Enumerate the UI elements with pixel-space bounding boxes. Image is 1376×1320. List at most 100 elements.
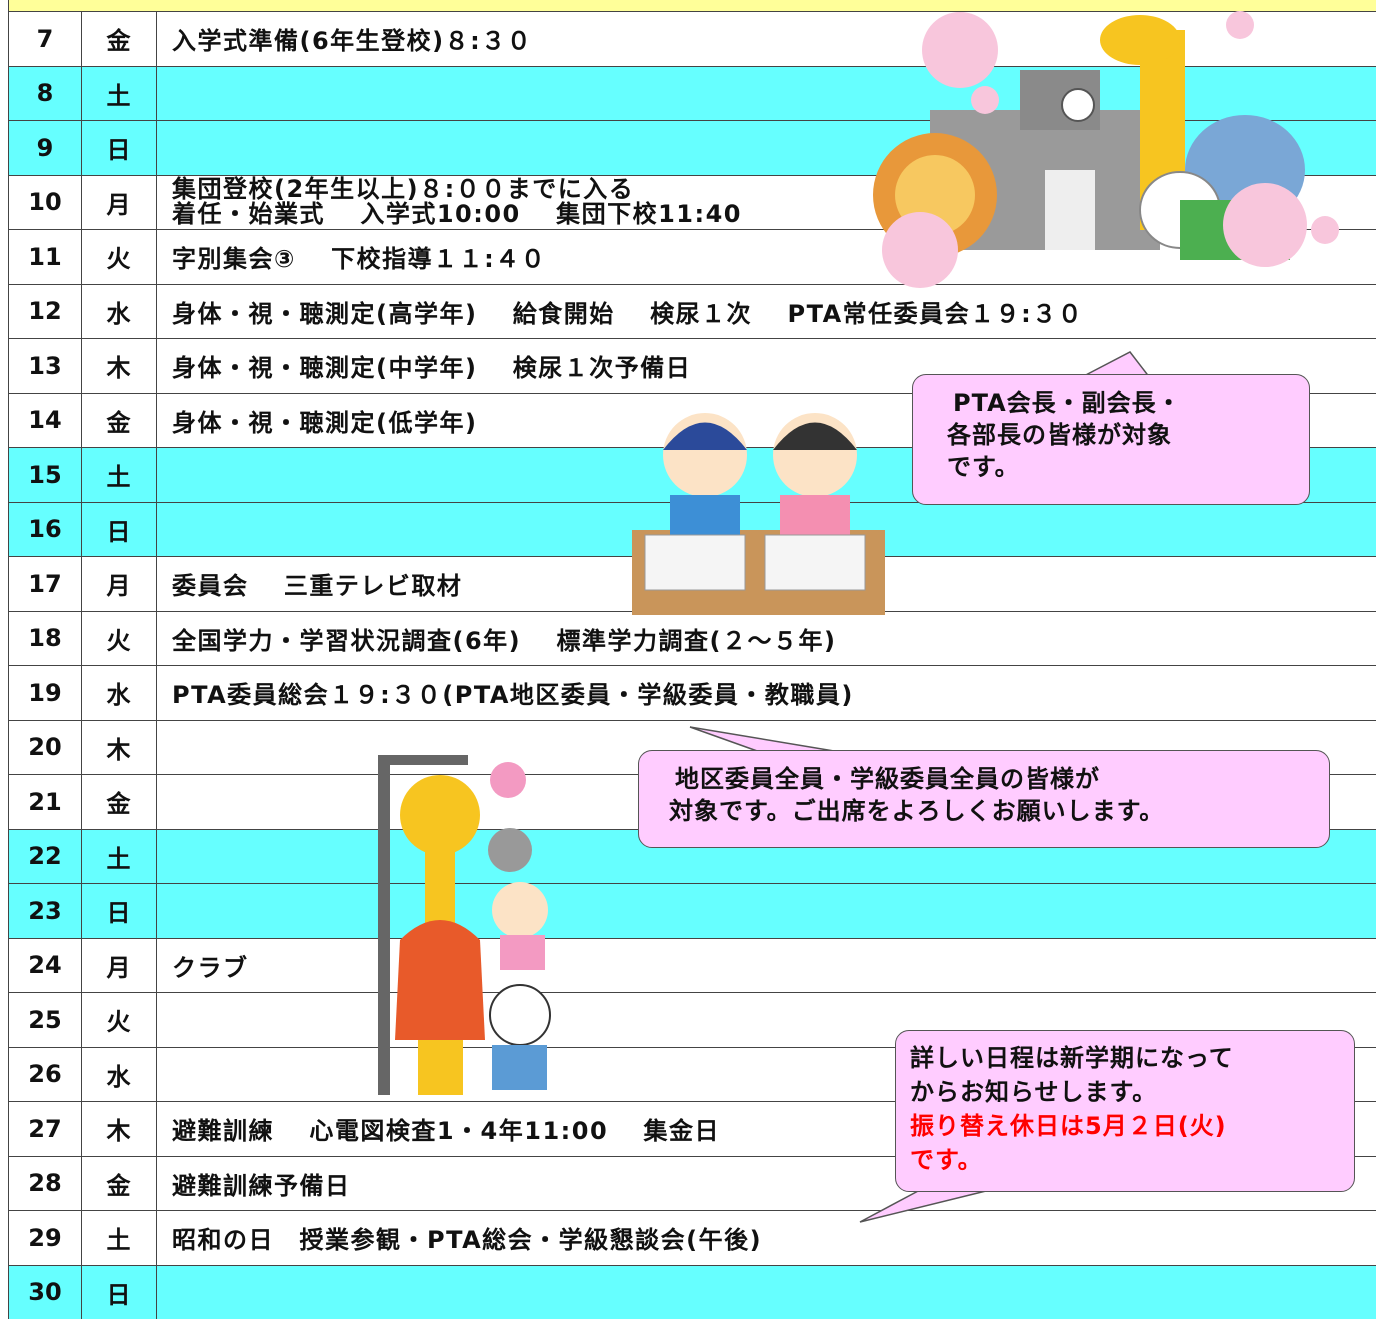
table-row: 20 木 [8, 719, 1376, 774]
event-text: 身体・視・聴測定(中学年) 検尿１次予備日 [172, 354, 692, 383]
weekday-cell: 土 [81, 1211, 157, 1265]
date-cell: 11 [9, 230, 82, 284]
weekday-cell: 金 [81, 393, 157, 447]
events-cell: 身体・視・聴測定(中学年) 検尿１次予備日 [164, 339, 1376, 393]
date-cell: 23 [9, 884, 82, 938]
event-text: 避難訓練 心電図検査1・4年11:00 集金日 [172, 1117, 721, 1146]
weekday-cell: 水 [81, 284, 157, 338]
callout: 詳しい日程は新学期になって からお知らせします。 振り替え休日は5月２日(火) … [895, 1030, 1355, 1192]
callout-notice: です。 [910, 1146, 983, 1174]
weekday-cell: 木 [81, 1102, 157, 1156]
weekday-cell: 土 [81, 66, 157, 120]
table-row: 10 月集団登校(2年生以上)８:００までに入る 着任・始業式 入学式10:00 集… [8, 174, 1376, 230]
table-row: 14 金身体・視・聴測定(低学年) [8, 392, 1376, 448]
table-row: 26 水 [8, 1046, 1376, 1101]
weekday-cell: 月 [81, 557, 157, 611]
event-text: 集団登校(2年生以上)８:００までに入る [172, 175, 635, 204]
table-row: 7 金入学式準備(6年生登校)８:３０ [8, 11, 1376, 66]
callout-line: PTA会長・副会長・ [953, 389, 1182, 417]
height-chart-illustration [378, 755, 551, 1095]
table-row: 19 水 PTA委員総会１９:３０(PTA地区委員・学級委員・教職員) [8, 665, 1376, 720]
events-cell: 避難訓練 心電図検査1・4年11:00 集金日 [164, 1102, 1376, 1156]
callout: PTA会長・副会長・ 各部長の皆様が対象 です。 [912, 374, 1310, 505]
date-cell: 9 [9, 121, 82, 175]
table-row: 18 火全国学力・学習状況調査(6年) 標準学力調査(２～５年) [8, 610, 1376, 666]
school-illustration [873, 11, 1339, 288]
weekday-cell: 火 [81, 611, 157, 665]
event-text: 身体・視・聴測定(高学年) 給食開始 検尿１次 PTA常任委員会１９:３０ [172, 299, 1084, 328]
weekday-cell: 木 [81, 720, 157, 774]
weekday-cell: 金 [81, 775, 157, 829]
callout-line: からお知らせします。 [910, 1078, 1158, 1106]
date-cell: 17 [9, 557, 82, 611]
table-row: 25 火 [8, 992, 1376, 1047]
table-row: 30 日 [8, 1264, 1376, 1319]
date-cell: 19 [9, 666, 82, 720]
date-cell: 7 [9, 12, 82, 66]
weekday-cell: 火 [81, 230, 157, 284]
table-row: 27 木避難訓練 心電図検査1・4年11:00 集金日 [8, 1101, 1376, 1156]
callout-notice: 振り替え休日は5月２日(火) [910, 1112, 1227, 1140]
weekday-cell: 月 [81, 175, 157, 229]
callout-line: 地区委員全員・学級委員全員の皆様が [675, 765, 1100, 793]
events-cell: 集団登校(2年生以上)８:００までに入る 着任・始業式 入学式10:00 集団下校… [164, 176, 1376, 230]
weekday-cell: 日 [81, 121, 157, 175]
event-text: 字別集会③ 下校指導１１:４０ [172, 245, 547, 274]
event-text: 委員会 三重テレビ取材 [172, 572, 463, 601]
weekday-cell: 月 [81, 938, 157, 992]
date-cell: 12 [9, 284, 82, 338]
date-cell: 18 [9, 611, 82, 665]
callout-line: 詳しい日程は新学期になって [910, 1044, 1234, 1072]
event-text: 着任・始業式 入学式10:00 集団下校11:40 [172, 200, 742, 229]
table-row: 24 月クラブ [8, 937, 1376, 993]
date-cell: 20 [9, 720, 82, 774]
events-cell: 身体・視・聴測定(低学年) [164, 394, 1376, 448]
date-cell: 8 [9, 66, 82, 120]
event-text: 全国学力・学習状況調査(6年) 標準学力調査(２～５年) [172, 626, 837, 655]
table-row: 28 金避難訓練予備日 [8, 1155, 1376, 1210]
event-text: 入学式準備(6年生登校)８:３０ [172, 27, 533, 56]
event-text: PTA委員総会１９:３０(PTA地区委員・学級委員・教職員) [172, 681, 854, 710]
callout: 地区委員全員・学級委員全員の皆様が 対象です。ご出席をよろしくお願いします。 [638, 750, 1330, 848]
events-cell: 入学式準備(6年生登校)８:３０ [164, 12, 1376, 66]
date-cell: 14 [9, 393, 82, 447]
events-cell: 身体・視・聴測定(高学年) 給食開始 検尿１次 PTA常任委員会１９:３０ [164, 285, 1376, 339]
event-text: 昭和の日 授業参観・PTA総会・学級懇談会(午後) [172, 1226, 763, 1255]
event-text: クラブ [172, 953, 249, 982]
weekday-cell: 土 [81, 829, 157, 883]
callout-line: 各部長の皆様が対象 [947, 421, 1172, 449]
events-cell: 昭和の日 授業参観・PTA総会・学級懇談会(午後) [164, 1211, 1376, 1265]
table-row: 23 日 [8, 883, 1376, 938]
events-cell: 字別集会③ 下校指導１１:４０ [164, 230, 1376, 284]
weekday-cell: 日 [81, 884, 157, 938]
events-cell: 委員会 三重テレビ取材 [164, 557, 1376, 611]
table-row: 12 水身体・視・聴測定(高学年) 給食開始 検尿１次 PTA常任委員会１９:３０ [8, 283, 1376, 339]
date-cell: 29 [9, 1211, 82, 1265]
event-text: 身体・視・聴測定(低学年) [172, 408, 478, 437]
date-cell: 26 [9, 1047, 82, 1101]
events-cell: 全国学力・学習状況調査(6年) 標準学力調査(２～５年) [164, 612, 1376, 666]
date-cell: 22 [9, 829, 82, 883]
weekday-cell: 金 [81, 12, 157, 66]
weekday-cell: 金 [81, 1156, 157, 1210]
date-cell: 21 [9, 775, 82, 829]
table-row: 29 土昭和の日 授業参観・PTA総会・学級懇談会(午後) [8, 1210, 1376, 1265]
weekday-cell: 日 [81, 1265, 157, 1319]
events-cell: PTA委員総会１９:３０(PTA地区委員・学級委員・教職員) [164, 666, 1376, 720]
weekday-cell: 水 [81, 666, 157, 720]
table-row: 13 木身体・視・聴測定(中学年) 検尿１次予備日 [8, 338, 1376, 393]
date-cell: 28 [9, 1156, 82, 1210]
table-row: 11 火字別集会③ 下校指導１１:４０ [8, 229, 1376, 284]
callout-line: 対象です。ご出席をよろしくお願いします。 [669, 797, 1165, 825]
events-cell: クラブ [164, 939, 1376, 993]
date-cell: 10 [9, 175, 82, 229]
date-cell: 25 [9, 993, 82, 1047]
kids-illustration [632, 413, 885, 615]
date-cell: 24 [9, 938, 82, 992]
callout-line: です。 [947, 453, 1020, 481]
date-cell: 27 [9, 1102, 82, 1156]
date-cell: 16 [9, 502, 82, 556]
weekday-cell: 土 [81, 448, 157, 502]
